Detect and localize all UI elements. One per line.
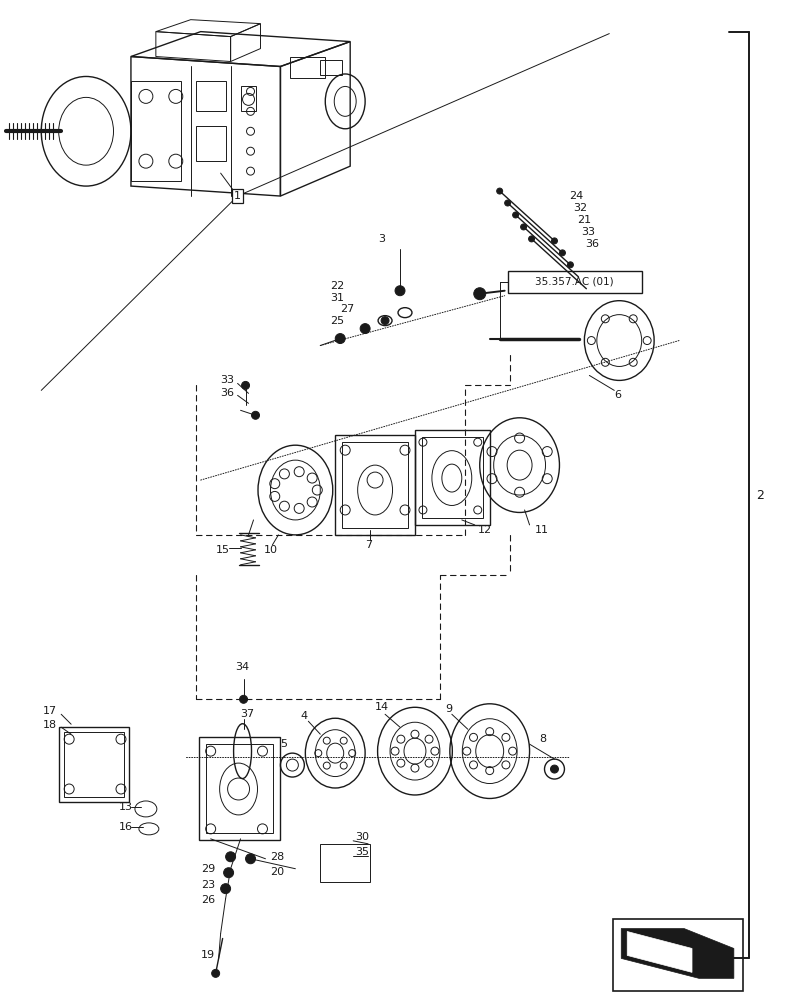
- Text: 34: 34: [236, 662, 250, 672]
- Bar: [335, 435, 415, 535]
- Text: 33: 33: [221, 375, 234, 385]
- Text: 24: 24: [570, 191, 583, 201]
- Text: 35.357.AC (01): 35.357.AC (01): [535, 277, 614, 287]
- Text: 13: 13: [119, 802, 133, 812]
- Bar: [320, 60, 343, 75]
- Text: 4: 4: [301, 711, 308, 721]
- Text: 22: 22: [330, 281, 344, 291]
- Text: 19: 19: [200, 950, 215, 960]
- Text: 25: 25: [330, 316, 344, 326]
- Bar: [320, 844, 370, 882]
- Bar: [131, 81, 181, 181]
- Circle shape: [575, 274, 582, 280]
- Text: 17: 17: [44, 706, 57, 716]
- Text: 10: 10: [263, 545, 277, 555]
- Bar: [196, 81, 225, 111]
- Text: 32: 32: [574, 203, 587, 213]
- Circle shape: [360, 324, 370, 334]
- Circle shape: [251, 411, 259, 419]
- Circle shape: [335, 334, 345, 344]
- Circle shape: [528, 236, 535, 242]
- Text: 31: 31: [330, 293, 344, 303]
- Circle shape: [225, 852, 236, 862]
- Bar: [613, 919, 743, 991]
- Text: 11: 11: [535, 525, 549, 535]
- Text: 35: 35: [356, 847, 369, 857]
- Text: 2: 2: [755, 489, 764, 502]
- Text: 36: 36: [221, 388, 234, 398]
- Bar: [422, 437, 482, 518]
- Text: 33: 33: [582, 227, 595, 237]
- Text: 37: 37: [241, 709, 255, 719]
- Text: 14: 14: [375, 702, 389, 712]
- Text: 16: 16: [119, 822, 133, 832]
- Circle shape: [550, 765, 558, 773]
- Circle shape: [552, 238, 558, 244]
- Circle shape: [559, 250, 566, 256]
- Circle shape: [242, 381, 250, 389]
- Text: 5: 5: [280, 739, 288, 749]
- Circle shape: [473, 288, 486, 300]
- Polygon shape: [621, 929, 734, 978]
- Polygon shape: [627, 932, 692, 972]
- Bar: [290, 57, 326, 78]
- Circle shape: [567, 262, 574, 268]
- Text: 20: 20: [271, 867, 284, 877]
- Text: 27: 27: [340, 304, 355, 314]
- Text: 3: 3: [378, 234, 385, 244]
- Circle shape: [505, 200, 511, 206]
- Bar: [415, 430, 490, 525]
- Text: 21: 21: [578, 215, 591, 225]
- Circle shape: [246, 854, 255, 864]
- Text: 29: 29: [200, 864, 215, 874]
- Circle shape: [520, 224, 527, 230]
- Circle shape: [497, 188, 503, 194]
- Circle shape: [395, 286, 405, 296]
- Bar: [507, 271, 642, 293]
- Bar: [343, 442, 408, 528]
- Text: 23: 23: [200, 880, 215, 890]
- Circle shape: [212, 969, 220, 977]
- Text: 8: 8: [540, 734, 547, 744]
- Text: 36: 36: [585, 239, 600, 249]
- Bar: [241, 86, 255, 111]
- Text: 12: 12: [478, 525, 492, 535]
- Text: 30: 30: [356, 832, 369, 842]
- Text: 18: 18: [44, 720, 57, 730]
- Bar: [206, 744, 273, 833]
- Bar: [64, 732, 124, 797]
- Circle shape: [583, 286, 589, 292]
- Text: 28: 28: [271, 852, 284, 862]
- Bar: [196, 126, 225, 161]
- Circle shape: [224, 868, 234, 878]
- Circle shape: [239, 695, 247, 703]
- Circle shape: [221, 884, 230, 894]
- Text: 15: 15: [216, 545, 229, 555]
- Circle shape: [512, 212, 519, 218]
- Bar: [199, 737, 280, 840]
- Text: 7: 7: [365, 540, 372, 550]
- Text: 6: 6: [614, 390, 621, 400]
- Text: 26: 26: [200, 895, 215, 905]
- Circle shape: [381, 317, 389, 325]
- Text: 1: 1: [234, 191, 241, 201]
- Bar: [59, 727, 129, 802]
- Text: 9: 9: [445, 704, 452, 714]
